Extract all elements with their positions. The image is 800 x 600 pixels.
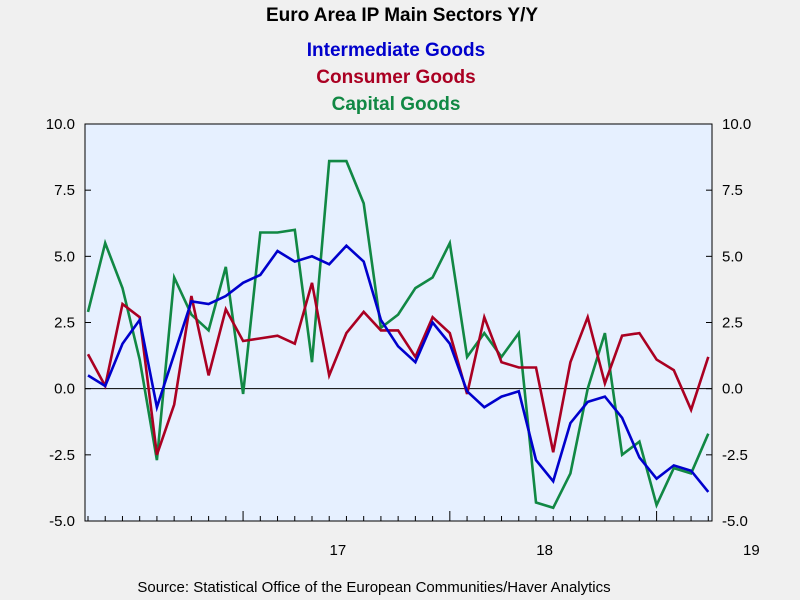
x-tick-label: 19 bbox=[743, 542, 760, 559]
y-tick-label-left: 0.0 bbox=[54, 381, 75, 398]
x-tick-label: 17 bbox=[329, 542, 346, 559]
series-layer bbox=[86, 159, 710, 510]
series-line-consumer-goods bbox=[86, 282, 710, 456]
y-tick-label-left: -2.5 bbox=[49, 447, 75, 464]
y-tick-label-right: 7.5 bbox=[722, 182, 743, 199]
plot-area bbox=[84, 123, 713, 522]
y-tick-label-left: 7.5 bbox=[54, 182, 75, 199]
y-tick-label-right: 0.0 bbox=[722, 381, 743, 398]
source-note: Source: Statistical Office of the Europe… bbox=[137, 579, 610, 596]
legend-consumer-goods: Consumer Goods bbox=[316, 67, 475, 88]
axes-layer: 10.0 10.0 7.5 7.5 5.0 5.0 2.5 2.5 0.0 0.0 -2.5 -2.5… bbox=[46, 116, 760, 559]
legend-capital-goods: Capital Goods bbox=[332, 94, 461, 115]
y-tick-label-left: 5.0 bbox=[54, 248, 75, 265]
x-tick-label: 18 bbox=[536, 542, 553, 559]
series-line-capital-goods bbox=[86, 159, 710, 510]
y-tick-label-right: -5.0 bbox=[722, 513, 748, 530]
chart-title: Euro Area IP Main Sectors Y/Y bbox=[266, 5, 538, 26]
y-tick-label-right: 2.5 bbox=[722, 315, 743, 332]
y-tick-label-left: -5.0 bbox=[49, 513, 75, 530]
y-tick-label-right: 5.0 bbox=[722, 248, 743, 265]
y-tick-label-right: 10.0 bbox=[722, 116, 751, 133]
y-tick-label-right: -2.5 bbox=[722, 447, 748, 464]
legend-intermediate-goods: Intermediate Goods bbox=[307, 40, 485, 61]
y-tick-label-left: 10.0 bbox=[46, 116, 75, 133]
series-line-intermediate-goods bbox=[87, 243, 710, 493]
y-tick-label-left: 2.5 bbox=[54, 315, 75, 332]
